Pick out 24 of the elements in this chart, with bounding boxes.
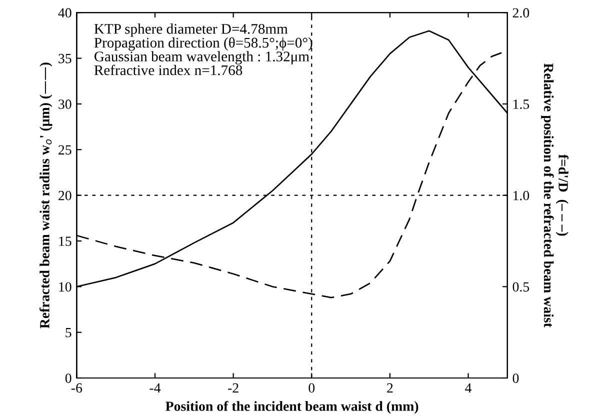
y2-tick-label: 1.5 (513, 100, 530, 109)
x-tick-label: 2 (387, 383, 393, 392)
y-axis-title: Refracted beam waist radius w$_{o}$' (μm) (——) (39, 62, 52, 328)
y-tick-label: 0 (65, 374, 72, 383)
y-tick-label: 10 (59, 282, 72, 292)
x-axis-title: Position of the incident beam waist d (mm) (166, 401, 418, 414)
y2-tick-label: 0 (512, 374, 519, 383)
y-tick-label: 20 (58, 190, 72, 200)
y-tick-label: 15 (59, 236, 72, 246)
y-tick-label: 25 (58, 145, 72, 155)
y-tick-label: 40 (58, 8, 72, 18)
y2-axis-title: f=d'/D (– – –) Relative position of the refracted beam waist (541, 63, 569, 328)
y-tick-label: 30 (58, 100, 72, 109)
x-tick-label: 0 (308, 383, 315, 393)
x-tick-label: -2 (228, 383, 238, 392)
x-tick-label: 4 (465, 383, 472, 392)
y2-tick-label: 0.5 (512, 282, 530, 292)
y-tick-label: 35 (58, 54, 72, 64)
annotation: KTP sphere diameter D=4.78mm Propagation direction (θ=58.5°;ϕ=0°) Gaussian beam wavelength : 1.32μm Refractive index n=1.768 (94, 24, 312, 76)
y2-tick-label: 2.0 (512, 8, 530, 18)
y-tick-label: 5 (66, 328, 72, 338)
x-tick-label: -4 (150, 383, 161, 392)
x-tick-label: -6 (71, 383, 82, 393)
y2-tick-label: 1.0 (513, 190, 530, 200)
